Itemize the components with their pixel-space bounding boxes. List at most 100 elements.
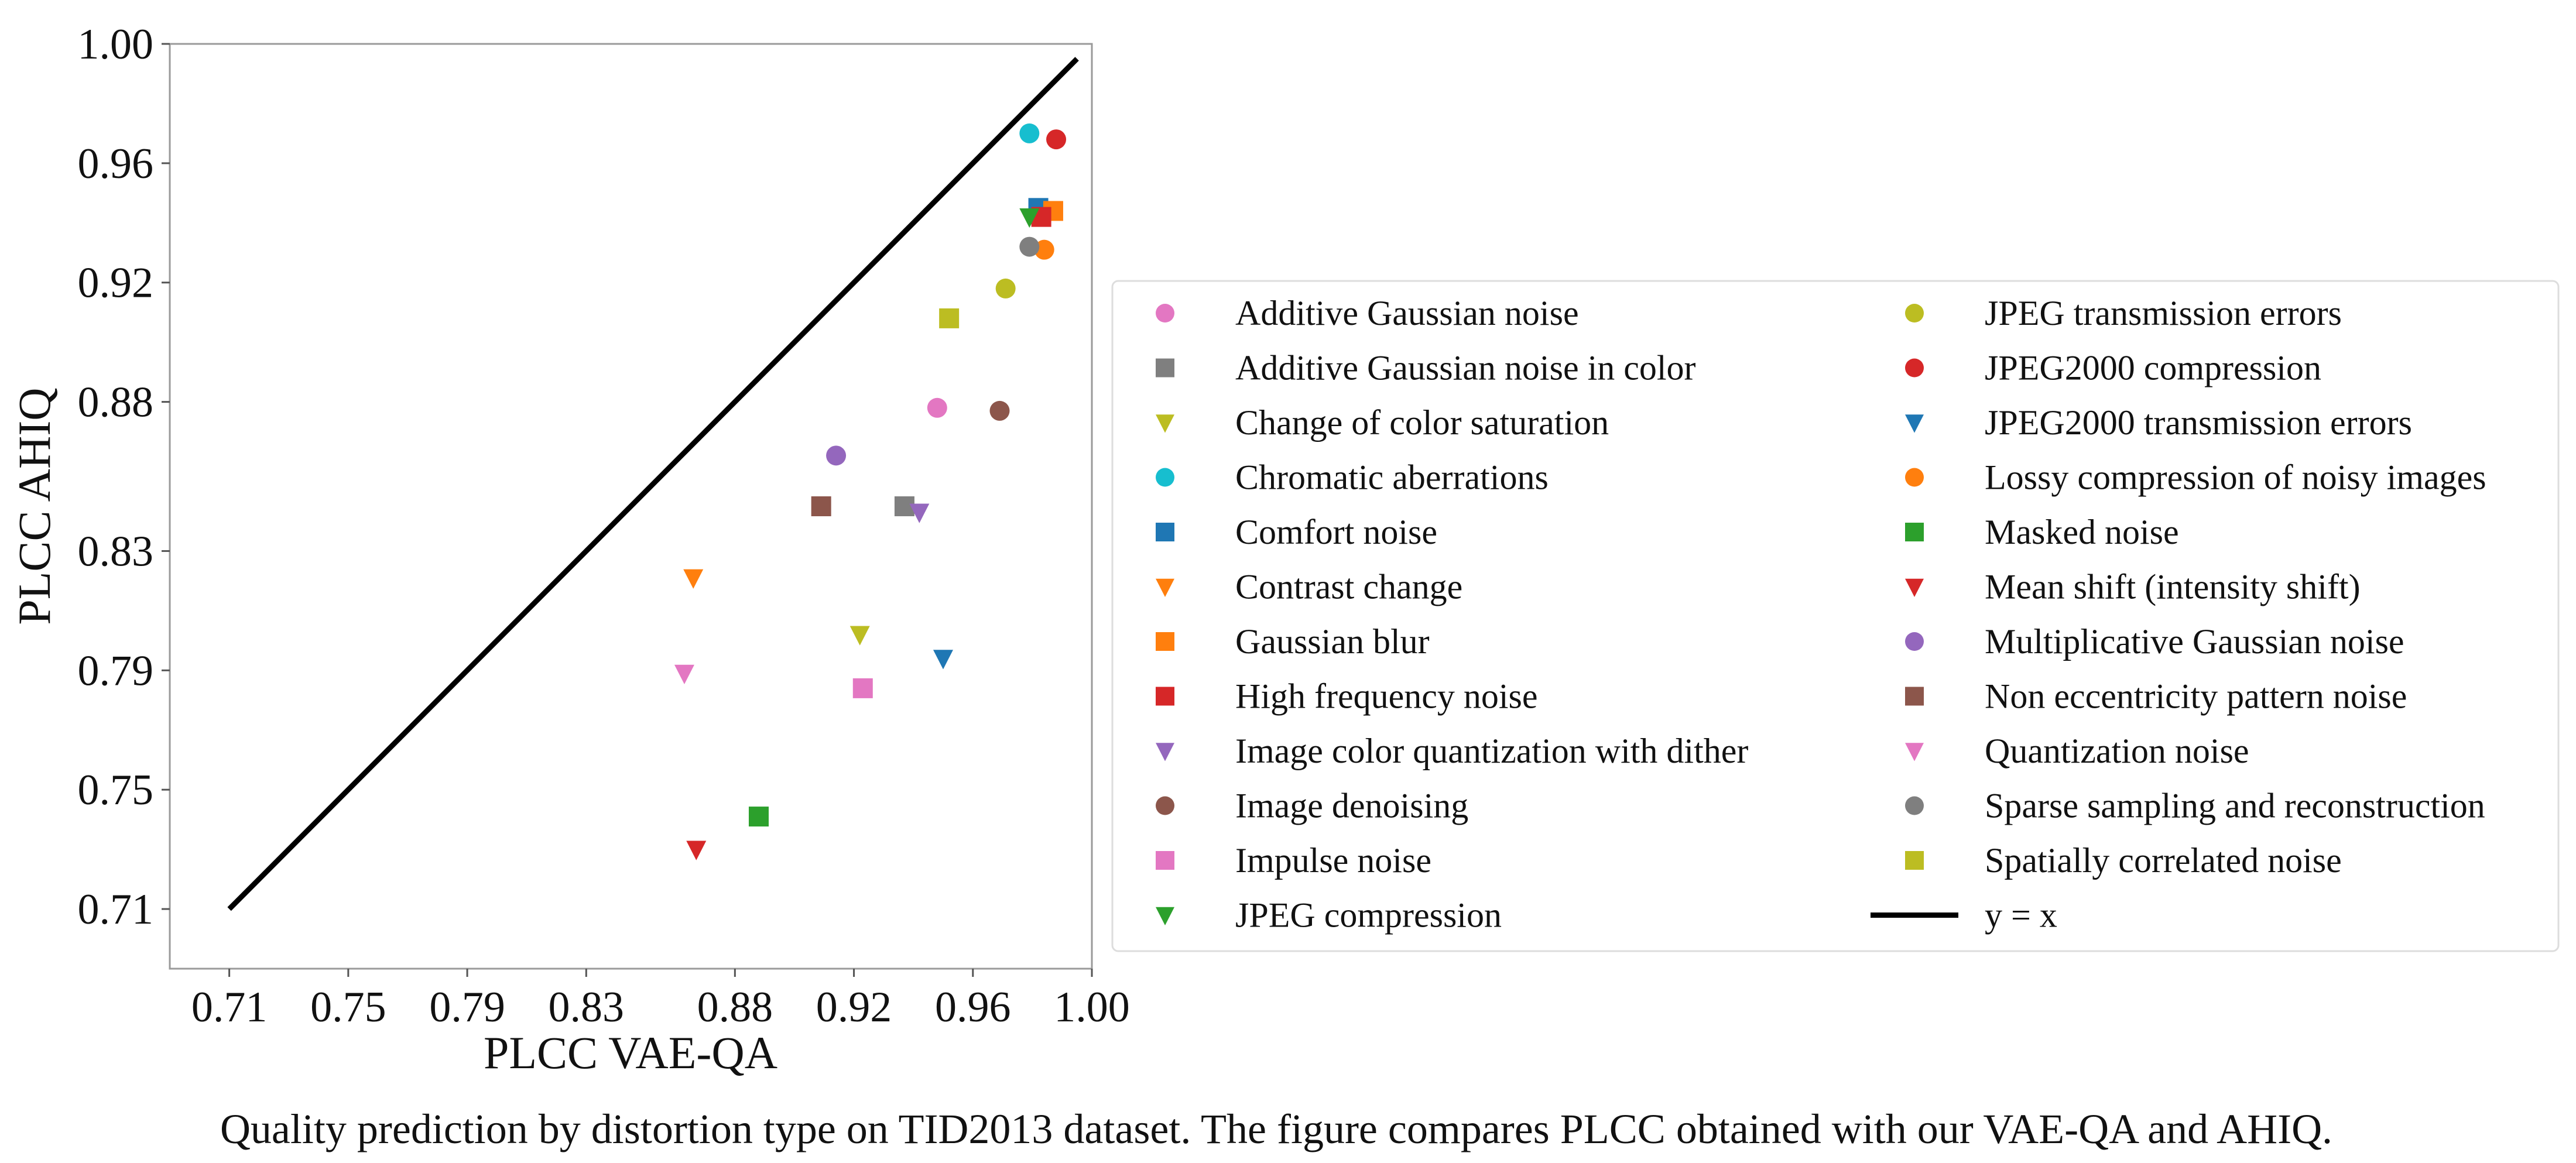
data-point (1019, 208, 1040, 228)
legend-marker (1905, 796, 1924, 815)
legend-label: Comfort noise (1235, 513, 1437, 551)
data-point (1019, 123, 1040, 143)
y-axis: 0.71 0.75 0.79 0.83 0.88 0.92 0.96 1.00 (78, 20, 170, 934)
x-tick-label: 0.92 (816, 983, 892, 1031)
legend-label: High frequency noise (1235, 677, 1538, 716)
legend-label: Gaussian blur (1235, 622, 1430, 661)
legend-marker (1156, 796, 1174, 815)
legend-label: Change of color saturation (1235, 403, 1609, 442)
data-point (686, 840, 707, 860)
legend-item: y = x (1871, 896, 2057, 935)
legend-label: Impulse noise (1235, 841, 1431, 880)
x-tick-label: 0.83 (549, 983, 625, 1031)
legend-label: Chromatic aberrations (1235, 458, 1549, 497)
legend-item: Chromatic aberrations (1156, 458, 1549, 497)
legend-label: Sparse sampling and reconstruction (1985, 787, 2485, 825)
legend-label: JPEG transmission errors (1985, 294, 2342, 332)
x-tick-label: 1.00 (1054, 983, 1130, 1031)
legend-label: Lossy compression of noisy images (1985, 458, 2486, 497)
legend-label: Quantization noise (1985, 732, 2249, 770)
x-axis: 0.71 0.75 0.79 0.83 0.88 0.92 0.96 1.00 (191, 969, 1130, 1031)
y-tick-label: 0.83 (78, 527, 154, 575)
legend-item: JPEG2000 compression (1905, 349, 2321, 387)
legend-marker (1905, 304, 1924, 323)
legend-label: Image denoising (1235, 787, 1468, 825)
legend-item: Masked noise (1905, 513, 2179, 551)
legend-marker (1156, 414, 1174, 433)
legend-marker (1156, 687, 1174, 706)
data-point (933, 650, 953, 670)
legend-label: JPEG compression (1235, 896, 1502, 935)
legend-label: Mean shift (intensity shift) (1985, 568, 2361, 606)
data-point (826, 445, 847, 466)
legend-label: Contrast change (1235, 568, 1462, 606)
x-tick-label: 0.71 (191, 983, 268, 1031)
legend-item: Lossy compression of noisy images (1905, 458, 2486, 497)
legend-marker (1156, 851, 1174, 870)
legend-marker (1156, 468, 1174, 487)
data-point (939, 308, 960, 328)
legend-marker (1156, 523, 1174, 541)
legend-marker (1905, 414, 1924, 433)
data-point (674, 664, 694, 684)
legend-item: Spatially correlated noise (1905, 841, 2342, 880)
legend-marker (1156, 743, 1174, 761)
legend-item: JPEG compression (1156, 896, 1502, 935)
data-point (811, 496, 831, 516)
data-point (909, 503, 930, 523)
y-tick-label: 1.00 (78, 20, 154, 68)
legend-item: Impulse noise (1156, 841, 1431, 880)
legend-item: Mean shift (intensity shift) (1905, 568, 2361, 606)
legend-item: Contrast change (1156, 568, 1462, 606)
data-point (995, 278, 1016, 299)
data-point (927, 397, 947, 418)
legend-item: Additive Gaussian noise in color (1156, 349, 1696, 387)
legend-item: Image color quantization with dither (1156, 732, 1748, 770)
y-tick-label: 0.79 (78, 647, 154, 695)
x-tick-label: 0.79 (429, 983, 505, 1031)
legend-marker (1156, 632, 1174, 651)
y-tick-label: 0.88 (78, 379, 154, 427)
data-point (1046, 129, 1067, 150)
legend-label: Non eccentricity pattern noise (1985, 677, 2407, 716)
legend-marker (1156, 578, 1174, 597)
x-tick-label: 0.75 (310, 983, 386, 1031)
legend-label: Masked noise (1985, 513, 2179, 551)
legend-item: Change of color saturation (1156, 403, 1609, 442)
legend-item: Image denoising (1156, 787, 1468, 825)
legend-marker (1156, 358, 1174, 378)
data-points (674, 123, 1067, 860)
legend-item: Multiplicative Gaussian noise (1905, 622, 2404, 661)
legend-item: Non eccentricity pattern noise (1905, 677, 2407, 716)
legend-marker (1905, 523, 1924, 541)
legend-item: High frequency noise (1156, 677, 1538, 716)
legend-label: Additive Gaussian noise in color (1235, 349, 1696, 387)
legend-item: Gaussian blur (1156, 622, 1430, 661)
legend-frame (1111, 280, 2560, 952)
legend-label: JPEG2000 compression (1985, 349, 2321, 387)
legend-item: JPEG2000 transmission errors (1905, 403, 2412, 442)
legend-marker (1156, 907, 1174, 925)
legend-label: Spatially correlated noise (1985, 841, 2342, 880)
data-point (1019, 236, 1040, 257)
x-axis-title: PLCC VAE-QA (484, 1027, 777, 1078)
figure-caption: Quality prediction by distortion type on… (220, 1106, 2332, 1152)
data-point (1034, 239, 1054, 260)
legend-label: JPEG2000 transmission errors (1985, 403, 2412, 442)
identity-line (227, 57, 1079, 911)
legend-label: Image color quantization with dither (1235, 732, 1748, 770)
legend-marker (1905, 358, 1924, 378)
y-tick-label: 0.96 (78, 140, 154, 188)
data-point (849, 626, 870, 646)
x-tick-label: 0.88 (697, 983, 773, 1031)
legend-item: Sparse sampling and reconstruction (1905, 787, 2485, 825)
legend-marker (1905, 743, 1924, 761)
legend: Additive Gaussian noise Additive Gaussian… (1111, 280, 2560, 952)
legend-label: y = x (1985, 896, 2057, 935)
y-axis-title: PLCC AHIQ (9, 387, 60, 625)
legend-marker (1905, 578, 1924, 597)
y-tick-label: 0.92 (78, 259, 154, 307)
legend-item: JPEG transmission errors (1905, 294, 2342, 332)
y-tick-label: 0.71 (78, 886, 154, 934)
legend-item: Quantization noise (1905, 732, 2249, 770)
